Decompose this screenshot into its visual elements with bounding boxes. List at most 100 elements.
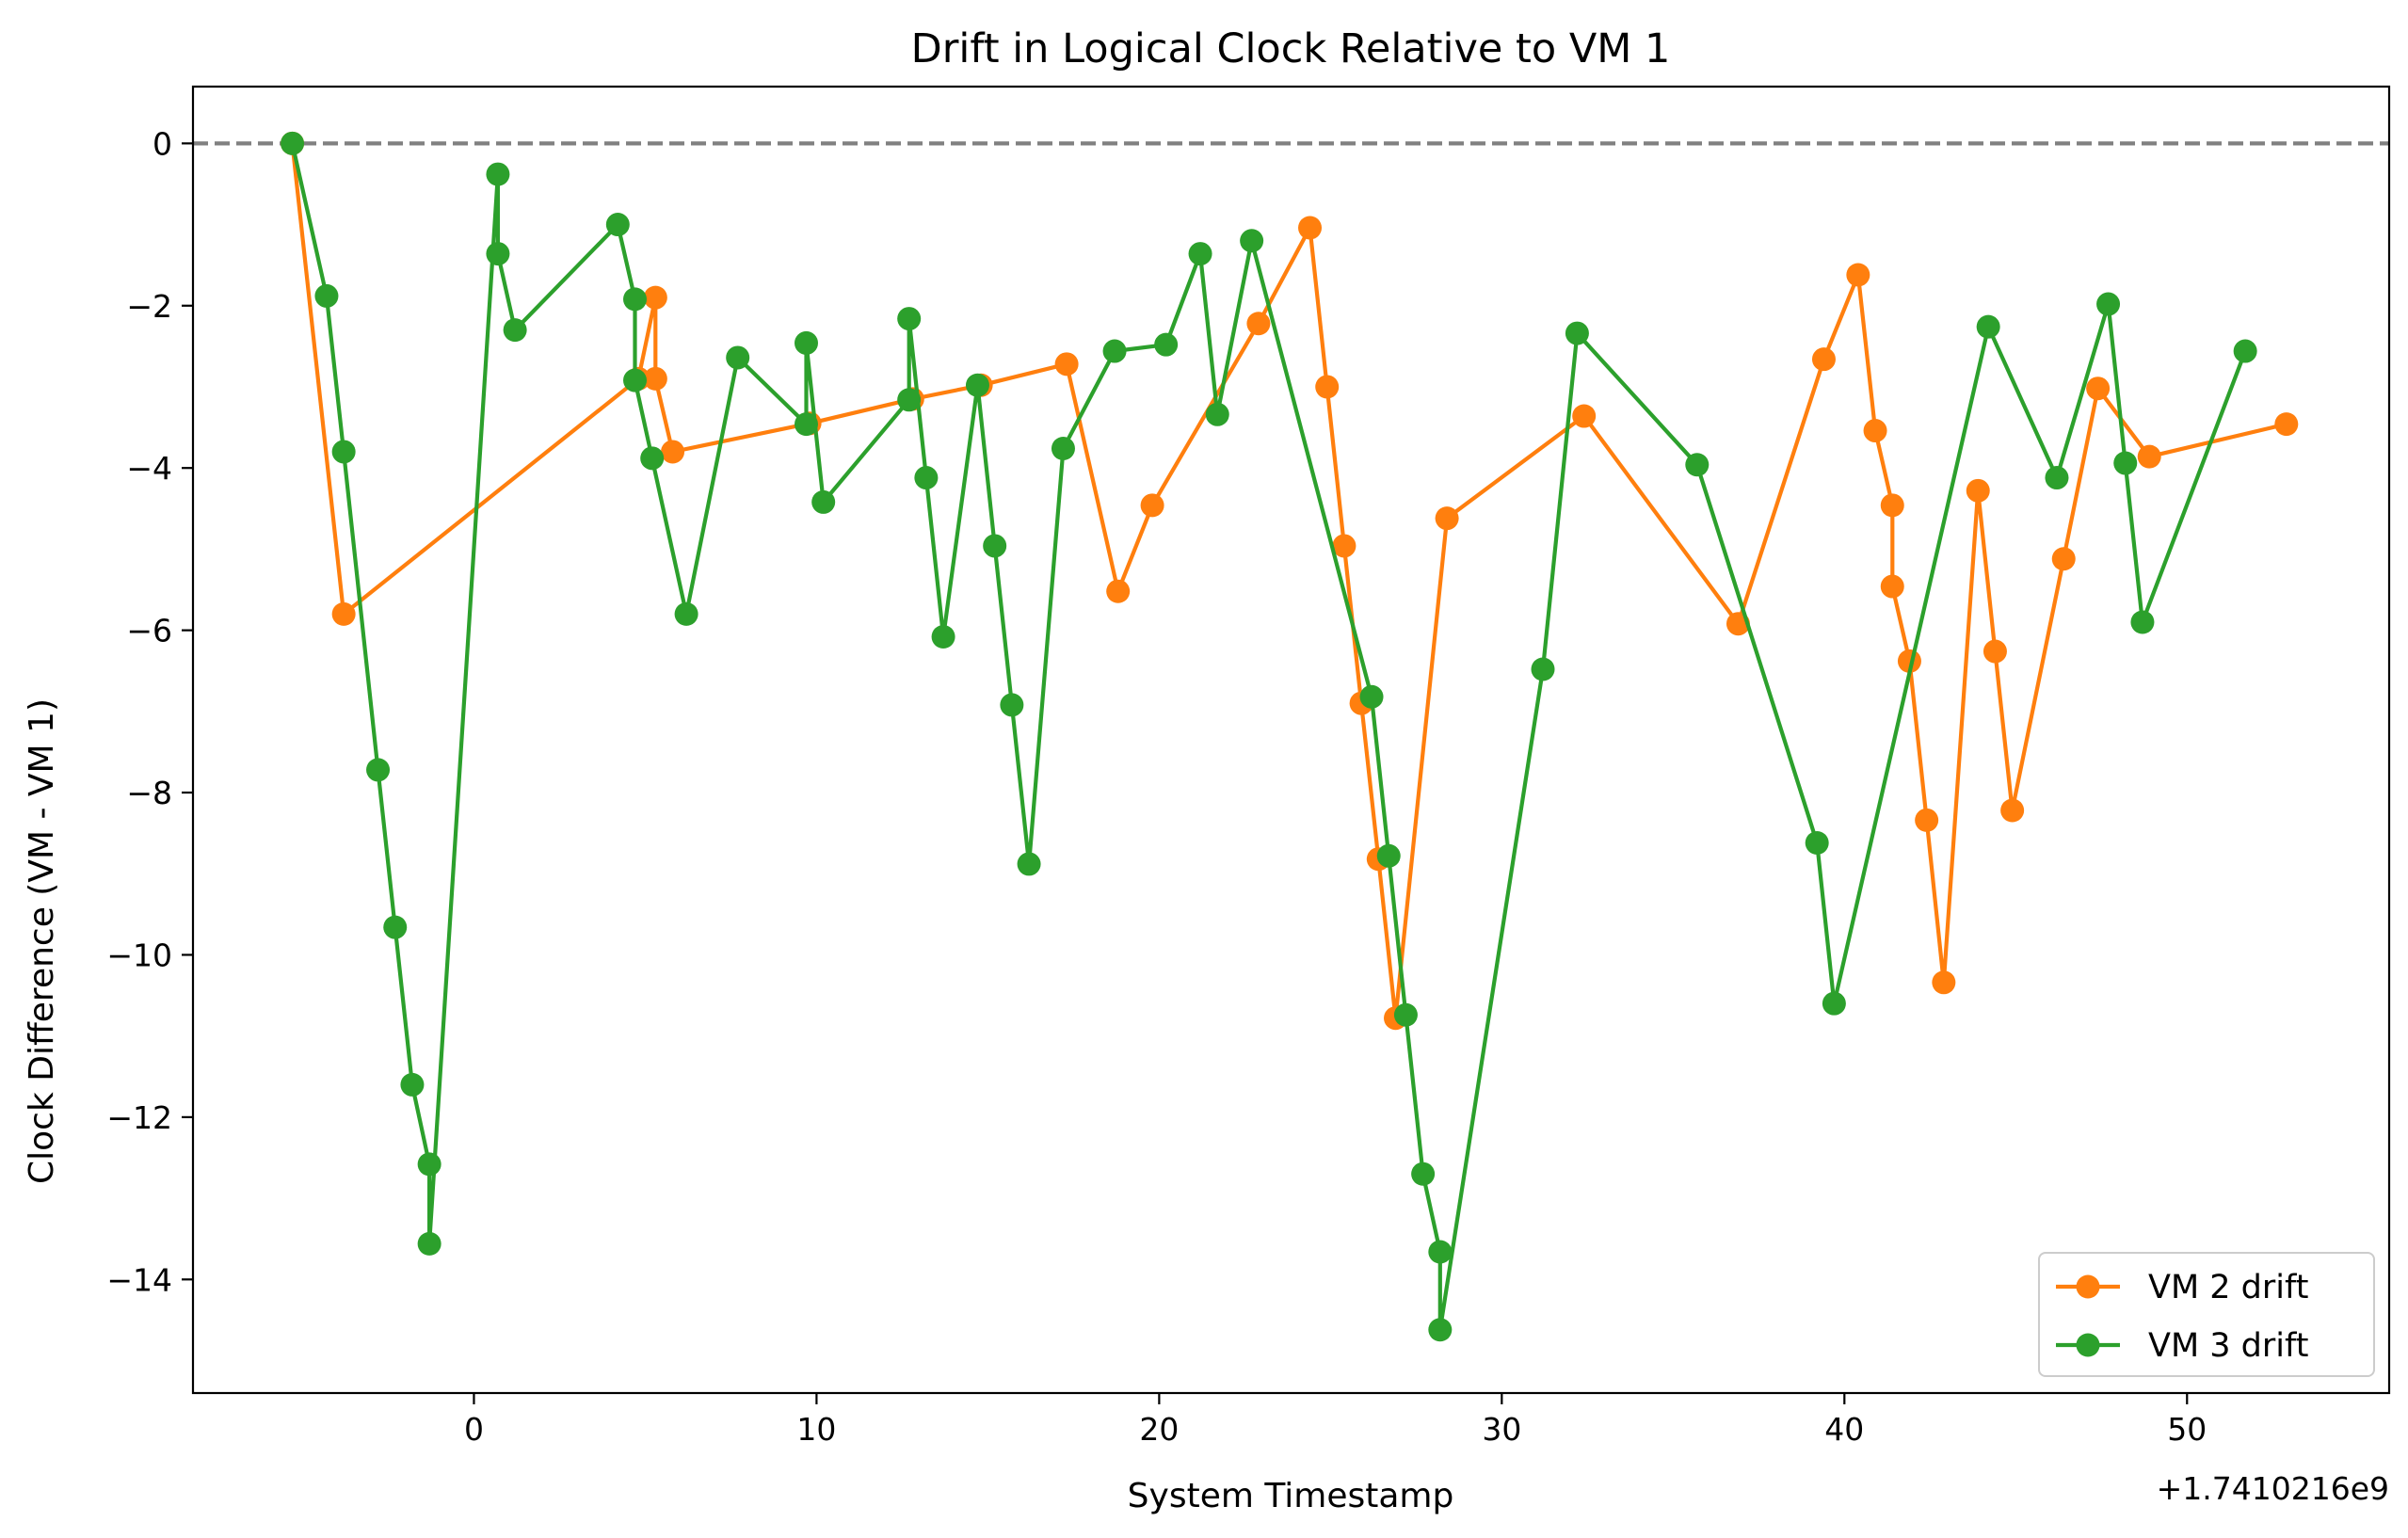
- series-2-point: [1240, 229, 1264, 253]
- series-2-point: [914, 466, 939, 490]
- plot-area: 0 10 20 30 40 50 0 −2 −4 −6 −8 −10 −12 −14: [106, 85, 2391, 1448]
- series-2-point: [1188, 242, 1212, 266]
- series-1-point: [2274, 412, 2299, 437]
- series-2-point: [726, 345, 750, 370]
- series-1-point: [1880, 493, 1904, 518]
- series-1-point: [1966, 478, 1990, 503]
- series-2-point: [1805, 830, 1829, 855]
- series-2-point: [965, 373, 989, 397]
- chart-title: Drift in Logical Clock Relative to VM 1: [911, 25, 1671, 72]
- series-2-point: [1154, 332, 1179, 357]
- series-1-point: [1983, 639, 2007, 664]
- series-1-point: [1140, 493, 1164, 518]
- series-2-point: [486, 242, 510, 266]
- series-2-point: [1017, 852, 1041, 876]
- series-2-point: [383, 915, 408, 939]
- series-2-point: [1428, 1318, 1453, 1342]
- series-2-point: [605, 213, 630, 237]
- series-2-point: [640, 446, 665, 471]
- series-2-point: [794, 412, 818, 437]
- axes-frame: [191, 85, 2391, 1395]
- series-2-point: [1000, 693, 1024, 717]
- series-2-point: [623, 287, 648, 312]
- series-1-point: [331, 601, 356, 626]
- series-2-point: [674, 601, 698, 626]
- series-2-point: [623, 368, 648, 393]
- series-2-point: [1205, 402, 1229, 426]
- series-2-point: [1976, 314, 2000, 339]
- series-2-point: [811, 489, 836, 514]
- y-tick-label: −12: [106, 1099, 172, 1136]
- y-tick-label: −4: [126, 450, 172, 487]
- y-tick-label: −14: [106, 1261, 172, 1298]
- series-1-point: [1054, 352, 1079, 376]
- series-2-point: [1685, 453, 1710, 477]
- series-2-point: [503, 318, 527, 343]
- x-tick-label: 30: [1482, 1411, 1521, 1448]
- series-1-point: [1863, 419, 1887, 443]
- series-2-point: [983, 534, 1007, 558]
- x-tick-label: 50: [2167, 1411, 2207, 1448]
- x-tick-label: 10: [796, 1411, 836, 1448]
- series-1-point: [2137, 444, 2161, 469]
- series-1-point: [1246, 312, 1271, 336]
- series-1-point: [661, 440, 685, 464]
- series-2-point: [331, 440, 356, 464]
- series-1-point: [1332, 534, 1357, 558]
- series-2-point: [1822, 991, 1846, 1016]
- y-tick-label: −10: [106, 937, 172, 973]
- series-1-point: [1846, 263, 1870, 287]
- x-axis-offset-label: +1.7410216e9: [2157, 1470, 2389, 1507]
- legend-label: VM 3 drift: [2148, 1327, 2308, 1365]
- series-2-point: [931, 625, 955, 649]
- legend-swatch-marker: [2076, 1333, 2100, 1357]
- series-1-point: [1298, 216, 1323, 240]
- series-2-point: [1531, 657, 1555, 681]
- series-2-point: [2130, 610, 2155, 634]
- series-2-point: [897, 307, 922, 331]
- series-1-point: [1880, 574, 1904, 599]
- series-2-point: [2096, 292, 2121, 316]
- series-2-point: [1359, 684, 1384, 709]
- series-2-point: [366, 758, 391, 782]
- series-2-point: [2113, 451, 2138, 475]
- series-1-point: [1315, 375, 1340, 399]
- x-axis-title: System Timestamp: [1128, 1477, 1454, 1515]
- series-2-point: [486, 162, 510, 186]
- series-2-point: [1376, 843, 1401, 868]
- series-1-point: [1106, 579, 1131, 603]
- series-2-point: [281, 131, 305, 155]
- series-2-point: [314, 283, 339, 308]
- legend-swatch-marker: [2076, 1274, 2100, 1299]
- series-2-point: [1565, 321, 1589, 345]
- series-2-point: [794, 330, 818, 355]
- y-tick-label: −2: [126, 288, 172, 325]
- series-2-point: [1411, 1162, 1436, 1186]
- series-1-point: [643, 285, 667, 310]
- series-1-point: [2086, 376, 2111, 401]
- series-1-point: [1915, 808, 1939, 832]
- series-1-point: [1435, 506, 1459, 531]
- y-tick-label: −8: [126, 775, 172, 811]
- series-2-point: [400, 1072, 425, 1097]
- series-1-point: [1811, 347, 1836, 372]
- y-tick-label: −6: [126, 613, 172, 649]
- series-2-point: [2233, 339, 2257, 363]
- series-2-point: [1393, 1002, 1418, 1027]
- series-2-point: [1102, 339, 1127, 363]
- series-1-point: [2000, 798, 2025, 823]
- series-1-point: [1572, 404, 1597, 428]
- series-2-point: [897, 388, 922, 412]
- y-axis-title: Clock Difference (VM - VM 1): [23, 698, 61, 1184]
- series-1-point: [643, 366, 667, 391]
- series-2-point: [1428, 1240, 1453, 1264]
- series-1-point: [2051, 547, 2076, 571]
- y-tick-label: 0: [153, 125, 172, 162]
- x-tick-label: 0: [464, 1411, 484, 1448]
- series-1-point: [1932, 970, 1956, 995]
- x-tick-label: 20: [1139, 1411, 1179, 1448]
- series-2-point: [1051, 437, 1075, 461]
- legend: VM 2 drift VM 3 drift: [2038, 1252, 2375, 1377]
- series-2-point: [2045, 466, 2069, 490]
